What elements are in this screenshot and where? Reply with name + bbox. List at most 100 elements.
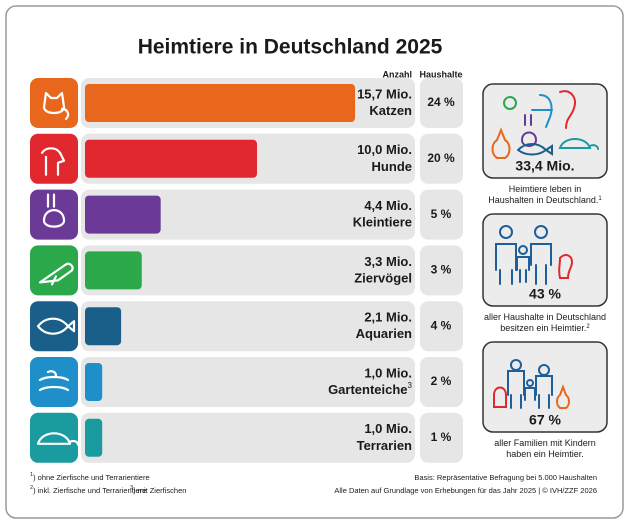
category-icon [38, 370, 70, 392]
household-share: 2 % [431, 374, 452, 388]
value-label: 1,0 Mio. [364, 421, 412, 436]
value-label: 3,3 Mio. [364, 254, 412, 269]
category-icon [42, 193, 66, 228]
icon-part [558, 254, 574, 279]
bar [85, 363, 103, 401]
sidebar-text: aller Haushalte in Deutschland [484, 312, 606, 322]
category-name: Ziervögel [354, 271, 412, 286]
footnote-mark: 2 [586, 324, 590, 330]
footnote-mark: 1 [598, 196, 602, 202]
sidebar-text: Haushalten in Deutschland.1 [488, 195, 602, 205]
column-header: Haushalte [419, 69, 462, 79]
source-note: Basis: Repräsentative Befragung bei 5.00… [414, 473, 597, 482]
sidebar-text: besitzen ein Heimtier.2 [500, 323, 590, 333]
sidebar-text: aller Familien mit Kindern [494, 438, 596, 448]
category-icon [36, 432, 80, 446]
household-box [420, 301, 463, 352]
icon-part [517, 143, 553, 156]
sidebar-figure: 67 % [529, 412, 561, 428]
category-icon-bg [30, 301, 78, 352]
bar [85, 84, 356, 122]
icon-part [530, 243, 552, 285]
category-icon-bg [30, 357, 78, 407]
household-box [420, 78, 463, 128]
category-name: Kleintiere [353, 215, 412, 230]
household-box [420, 357, 463, 407]
icon-part [516, 256, 530, 283]
value-label: 15,7 Mio. [357, 86, 412, 101]
sidebar-line: aller Familien mit Kindern [494, 438, 596, 448]
category-label: Terrarien [357, 438, 412, 453]
footnote-text: ) inkl. Zierfische und Terrarientiere [33, 486, 146, 495]
column-header: Anzahl [382, 69, 412, 79]
household-share: 4 % [431, 318, 452, 332]
category-icon-bg [30, 78, 78, 128]
icon-part [556, 384, 570, 409]
category-name: Gartenteiche [328, 382, 407, 397]
household-share: 1 % [431, 430, 452, 444]
bar-track [81, 412, 415, 463]
category-icon-bg [30, 412, 78, 463]
footnote-mark: 1 [30, 472, 33, 478]
sidebar-figure: 33,4 Mio. [515, 158, 574, 174]
household-share: 3 % [431, 263, 452, 277]
bar-track [81, 301, 415, 352]
footnote: 3) mit Zierfischen [130, 485, 186, 495]
category-label: Kleintiere [353, 215, 412, 230]
value-label: 2,1 Mio. [364, 310, 412, 325]
footnote-mark: 3 [130, 485, 133, 491]
bar [85, 139, 257, 178]
value-label: 1,0 Mio. [364, 365, 412, 380]
icon-part [507, 370, 525, 409]
icon-part [524, 387, 536, 401]
icon-part [493, 386, 507, 408]
footnote-mark: 3 [408, 381, 413, 390]
bar-track [81, 189, 415, 240]
category-label: Ziervögel [354, 271, 412, 286]
icon-part [518, 245, 528, 255]
household-box [420, 412, 463, 463]
footnote-text: ) mit Zierfischen [133, 486, 186, 495]
category-name: Terrarien [357, 438, 412, 453]
category-icon-bg [30, 189, 78, 240]
icon-part [558, 138, 599, 150]
sidebar-line: Haushalten in Deutschland. [488, 195, 598, 205]
footnote-mark: 2 [30, 485, 33, 491]
icon-part [535, 375, 553, 409]
category-icon [36, 317, 76, 335]
sidebar-box [482, 341, 608, 433]
category-label: Gartenteiche3 [328, 381, 412, 397]
sidebar-text: haben ein Heimtier. [506, 449, 584, 459]
sidebar-line: haben ein Heimtier. [506, 449, 584, 459]
bar-track [81, 357, 415, 407]
category-name: Katzen [369, 103, 412, 118]
footnote-text: ) ohne Zierfische und Terrarientiere [33, 473, 150, 482]
icon-part [534, 225, 548, 239]
bar-track [81, 245, 415, 296]
value-label: 10,0 Mio. [357, 142, 412, 157]
value-label: 4,4 Mio. [364, 198, 412, 213]
household-box [420, 189, 463, 240]
category-icon [40, 147, 66, 176]
category-label: Aquarien [356, 327, 412, 342]
category-icon [42, 91, 70, 121]
household-share: 5 % [431, 207, 452, 221]
sidebar-line: besitzen ein Heimtier. [500, 323, 586, 333]
bar [85, 307, 122, 346]
footnote: 1) ohne Zierfische und Terrarientiere [30, 472, 150, 482]
sidebar-line: aller Haushalte in Deutschland [484, 312, 606, 322]
category-name: Aquarien [356, 327, 412, 342]
household-box [420, 133, 463, 184]
sidebar-line: Heimtiere leben in [509, 184, 582, 194]
footnote: 2) inkl. Zierfische und Terrarientiere [30, 485, 146, 495]
category-icon-bg [30, 133, 78, 184]
bar [85, 251, 142, 290]
chart-title: Heimtiere in Deutschland 2025 [138, 36, 443, 59]
category-label: Hunde [372, 159, 412, 174]
category-name: Hunde [372, 159, 412, 174]
household-share: 20 % [427, 151, 455, 165]
category-icon [38, 262, 74, 286]
category-label: Katzen [369, 103, 412, 118]
icon-part [499, 225, 513, 239]
